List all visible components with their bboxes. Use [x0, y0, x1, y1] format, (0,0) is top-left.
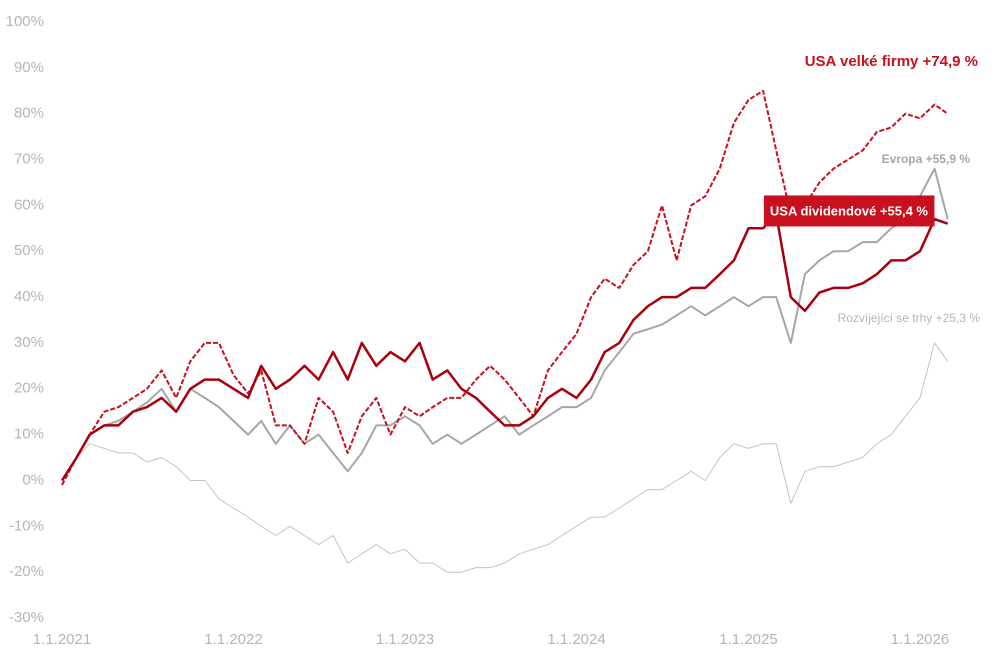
series-label: USA velké firmy +74,9 % — [805, 53, 978, 70]
y-tick-label: 30% — [14, 334, 44, 351]
y-tick-label: 40% — [14, 288, 44, 305]
legend-entry: Evropa +55,9 % — [882, 152, 971, 166]
y-tick-label: 60% — [14, 196, 44, 213]
y-tick-label: 80% — [14, 105, 44, 122]
y-tick-label: 70% — [14, 151, 44, 168]
series-line — [60, 213, 949, 482]
y-tick-label: 90% — [14, 59, 44, 76]
x-tick-label: 1.1.2024 — [547, 631, 605, 648]
series-line — [61, 167, 949, 482]
y-tick-label: 0% — [22, 471, 44, 488]
x-tick-label: 1.1.2025 — [719, 631, 777, 648]
y-tick-label: 20% — [14, 380, 44, 397]
x-tick-label: 1.1.2022 — [204, 631, 262, 648]
series-line — [61, 342, 949, 573]
x-tick-label: 1.1.2021 — [33, 631, 91, 648]
x-tick-label: 1.1.2026 — [891, 631, 949, 648]
x-tick-label: 1.1.2023 — [376, 631, 434, 648]
legend-entry: USA velké firmy +74,9 % — [805, 53, 978, 70]
series-line — [61, 89, 949, 486]
y-tick-label: -10% — [9, 517, 44, 534]
label-box — [763, 195, 935, 227]
y-tick-label: 50% — [14, 242, 44, 259]
legend-entry: Rozvíjející se trhy +25,3 % — [838, 311, 981, 325]
legend-entry: USA dividendové +55,4 % — [770, 203, 929, 218]
y-tick-label: 100% — [6, 13, 44, 30]
y-tick-label: -20% — [9, 563, 44, 580]
y-tick-label: -30% — [9, 609, 44, 626]
series-label: Evropa +55,9 % — [882, 152, 971, 166]
series-label: Rozvíjející se trhy +25,3 % — [838, 311, 981, 325]
y-tick-label: 10% — [14, 426, 44, 443]
series-label: USA dividendové +55,4 % — [763, 195, 935, 227]
